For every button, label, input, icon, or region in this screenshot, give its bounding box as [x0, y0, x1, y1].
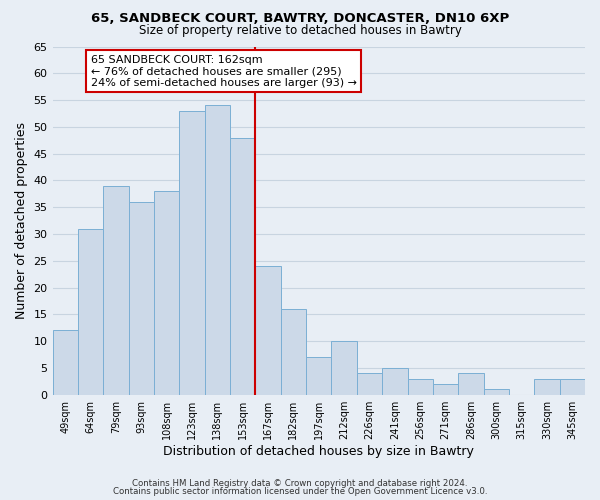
Bar: [281, 309, 306, 394]
Bar: [484, 390, 509, 394]
Y-axis label: Number of detached properties: Number of detached properties: [15, 122, 28, 319]
Text: 65 SANDBECK COURT: 162sqm
← 76% of detached houses are smaller (295)
24% of semi: 65 SANDBECK COURT: 162sqm ← 76% of detac…: [91, 54, 356, 88]
Bar: [205, 106, 230, 395]
Text: Size of property relative to detached houses in Bawtry: Size of property relative to detached ho…: [139, 24, 461, 37]
Bar: [560, 378, 585, 394]
Bar: [382, 368, 407, 394]
Bar: [230, 138, 256, 394]
Bar: [78, 228, 103, 394]
X-axis label: Distribution of detached houses by size in Bawtry: Distribution of detached houses by size …: [163, 444, 474, 458]
Text: Contains public sector information licensed under the Open Government Licence v3: Contains public sector information licen…: [113, 487, 487, 496]
Bar: [53, 330, 78, 394]
Bar: [433, 384, 458, 394]
Bar: [407, 378, 433, 394]
Bar: [534, 378, 560, 394]
Bar: [306, 357, 331, 395]
Bar: [331, 341, 357, 394]
Text: Contains HM Land Registry data © Crown copyright and database right 2024.: Contains HM Land Registry data © Crown c…: [132, 478, 468, 488]
Bar: [256, 266, 281, 394]
Bar: [179, 111, 205, 395]
Bar: [103, 186, 128, 394]
Bar: [128, 202, 154, 394]
Bar: [154, 191, 179, 394]
Bar: [357, 374, 382, 394]
Bar: [458, 374, 484, 394]
Text: 65, SANDBECK COURT, BAWTRY, DONCASTER, DN10 6XP: 65, SANDBECK COURT, BAWTRY, DONCASTER, D…: [91, 12, 509, 26]
